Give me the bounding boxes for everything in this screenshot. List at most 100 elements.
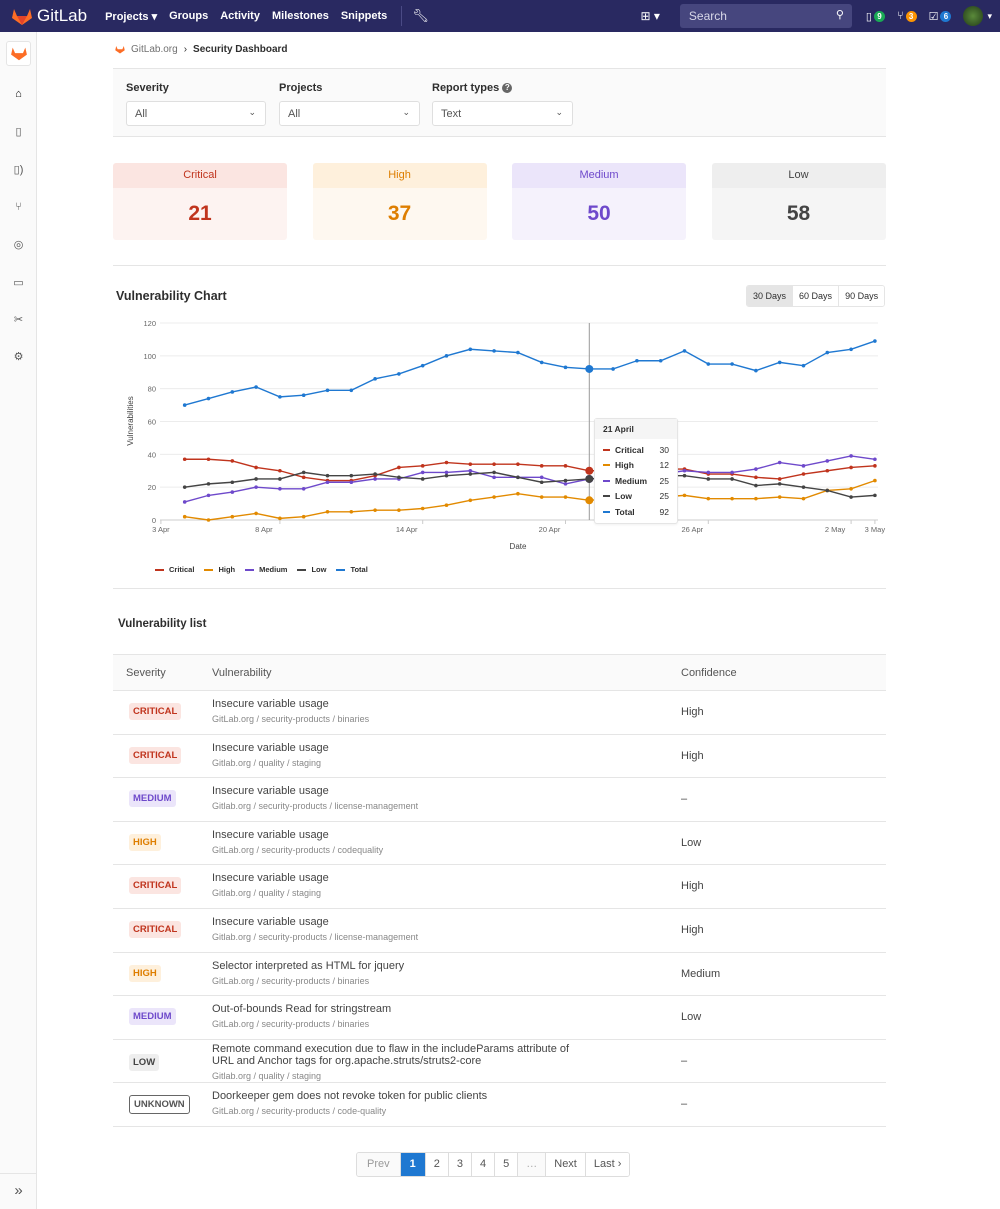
table-row[interactable]: HIGH Selector interpreted as HTML for jq…: [113, 953, 886, 997]
data-point: [397, 465, 401, 470]
help-icon[interactable]: ?: [502, 83, 513, 93]
data-point: [873, 478, 877, 483]
table-row[interactable]: CRITICAL Insecure variable usage Gitlab.o…: [113, 735, 886, 779]
data-point: [182, 403, 187, 407]
admin-wrench-icon[interactable]: 🔧︎: [412, 8, 429, 23]
legend-item-total[interactable]: Total: [336, 565, 368, 574]
settings-gear-icon[interactable]: ⚙: [13, 351, 24, 363]
vulnerability-title[interactable]: Out-of-bounds Read for stringstream: [212, 1003, 392, 1016]
search-input[interactable]: Search ⚲: [679, 4, 852, 28]
page-2-button[interactable]: 2: [424, 1153, 448, 1176]
data-point: [420, 477, 425, 481]
vulnerability-title[interactable]: Insecure variable usage: [212, 785, 329, 798]
next-page-button[interactable]: Next: [545, 1153, 585, 1176]
confidence: –: [681, 793, 688, 806]
x-tick-label: 3 Apr: [152, 525, 170, 534]
data-point: [873, 493, 877, 498]
summary-card-medium[interactable]: Medium 50: [512, 163, 686, 240]
gitlab-logo[interactable]: GitLab: [12, 6, 87, 26]
nav-projects[interactable]: Projects ▾: [105, 10, 158, 23]
projects-select[interactable]: All ⌄: [279, 101, 420, 126]
project-path: Gitlab.org / quality / staging: [212, 888, 322, 899]
merge-request-icon[interactable]: ⑂: [15, 201, 22, 213]
data-point: [777, 477, 782, 481]
vulnerability-title[interactable]: Remote command execution due to flaw in …: [212, 1042, 570, 1067]
sidebar: ⌂ ▯ ▯) ⑂ ◎ ▭ ✂ ⚙ »: [0, 32, 37, 1209]
legend-item-medium[interactable]: Medium: [245, 565, 287, 574]
tanuki-icon: [12, 8, 32, 25]
wiki-icon[interactable]: ▭: [13, 277, 24, 289]
table-row[interactable]: UNKNOWN Doorkeeper gem does not revoke t…: [113, 1083, 886, 1127]
page-4-button[interactable]: 4: [471, 1153, 495, 1176]
table-row[interactable]: HIGH Insecure variable usage GitLab.org /…: [113, 822, 886, 866]
confidence: Low: [681, 836, 702, 849]
data-point: [825, 459, 830, 463]
data-point: [301, 475, 306, 480]
data-point: [777, 495, 782, 499]
page-1-button[interactable]: 1: [399, 1153, 425, 1176]
last-page-button[interactable]: Last ›: [584, 1153, 630, 1176]
merge-requests-counter[interactable]: ⑂ 3: [897, 10, 917, 22]
range-30-days[interactable]: 30 Days: [747, 286, 793, 306]
table-row[interactable]: CRITICAL Insecure variable usage GitLab.o…: [113, 691, 886, 735]
document-icon[interactable]: ▯: [15, 126, 22, 138]
legend-item-low[interactable]: Low: [297, 565, 326, 574]
range-90-days[interactable]: 90 Days: [838, 286, 885, 306]
user-avatar[interactable]: [963, 6, 984, 26]
series-swatch: [603, 464, 610, 467]
data-point: [397, 475, 401, 480]
vulnerability-title[interactable]: Insecure variable usage: [212, 828, 329, 841]
table-row[interactable]: LOW Remote command execution due to flaw…: [113, 1040, 886, 1084]
data-point: [325, 473, 330, 478]
vulnerability-title[interactable]: Insecure variable usage: [212, 741, 329, 754]
data-point: [563, 478, 568, 483]
nav-activity[interactable]: Activity: [220, 9, 260, 22]
report-types-select[interactable]: Text ⌄: [432, 101, 573, 126]
data-point: [301, 514, 306, 519]
breadcrumb-current[interactable]: Security Dashboard: [193, 44, 288, 55]
data-point: [468, 472, 473, 476]
severity-select[interactable]: All ⌄: [126, 101, 266, 126]
tooltip-row: Total 92: [595, 504, 677, 520]
filters-bar: Severity All ⌄ Projects All ⌄ Report types…: [113, 68, 886, 137]
summary-card-low[interactable]: Low 58: [711, 163, 886, 240]
collapse-sidebar-icon[interactable]: »: [0, 1173, 37, 1209]
data-point: [373, 472, 377, 476]
vulnerability-title[interactable]: Insecure variable usage: [212, 872, 329, 885]
nav-milestones[interactable]: Milestones: [271, 9, 329, 22]
home-icon[interactable]: ⌂: [15, 88, 22, 100]
snippets-scissors-icon[interactable]: ✂: [13, 314, 24, 326]
chevron-down-icon[interactable]: ▾: [987, 10, 992, 21]
data-point: [682, 493, 687, 498]
summary-card-high[interactable]: High 37: [312, 163, 487, 240]
legend-item-high[interactable]: High: [204, 565, 235, 574]
new-dropdown-icon[interactable]: ⊞ ▾: [640, 9, 660, 23]
vulnerability-title[interactable]: Insecure variable usage: [212, 915, 329, 928]
nav-snippets[interactable]: Snippets: [340, 9, 388, 22]
table-row[interactable]: CRITICAL Insecure variable usage Gitlab.o…: [113, 865, 886, 909]
breadcrumb-group[interactable]: GitLab.org: [131, 44, 178, 55]
summary-card-critical[interactable]: Critical 21: [113, 163, 287, 240]
card-count: 37: [312, 188, 487, 240]
page-5-button[interactable]: 5: [494, 1153, 518, 1176]
table-row[interactable]: CRITICAL Insecure variable usage Gitlab.o…: [113, 909, 886, 953]
vulnerability-title[interactable]: Doorkeeper gem does not revoke token for…: [212, 1090, 488, 1103]
card-label: Medium: [512, 163, 686, 188]
page-3-button[interactable]: 3: [447, 1153, 471, 1176]
vulnerability-title[interactable]: Insecure variable usage: [212, 698, 329, 710]
nav-groups[interactable]: Groups: [169, 9, 209, 22]
prev-page-button[interactable]: Prev: [357, 1153, 400, 1176]
table-row[interactable]: MEDIUM Insecure variable usage Gitlab.org…: [113, 778, 886, 822]
todos-counter[interactable]: ☑ 6: [929, 10, 952, 23]
group-avatar[interactable]: [6, 41, 31, 66]
vulnerability-table: Severity Vulnerability Confidence CRITIC…: [113, 654, 886, 1127]
data-point: [325, 388, 330, 393]
range-60-days[interactable]: 60 Days: [792, 286, 839, 306]
table-row[interactable]: MEDIUM Out-of-bounds Read for stringstre…: [113, 996, 886, 1040]
issues-counter[interactable]: ▯ 9: [866, 10, 885, 23]
data-point: [706, 362, 711, 366]
security-icon[interactable]: ◎: [13, 239, 24, 251]
legend-item-critical[interactable]: Critical: [155, 565, 194, 574]
vulnerability-title[interactable]: Selector interpreted as HTML for jquery: [212, 959, 405, 972]
issues-icon[interactable]: ▯): [13, 164, 24, 176]
